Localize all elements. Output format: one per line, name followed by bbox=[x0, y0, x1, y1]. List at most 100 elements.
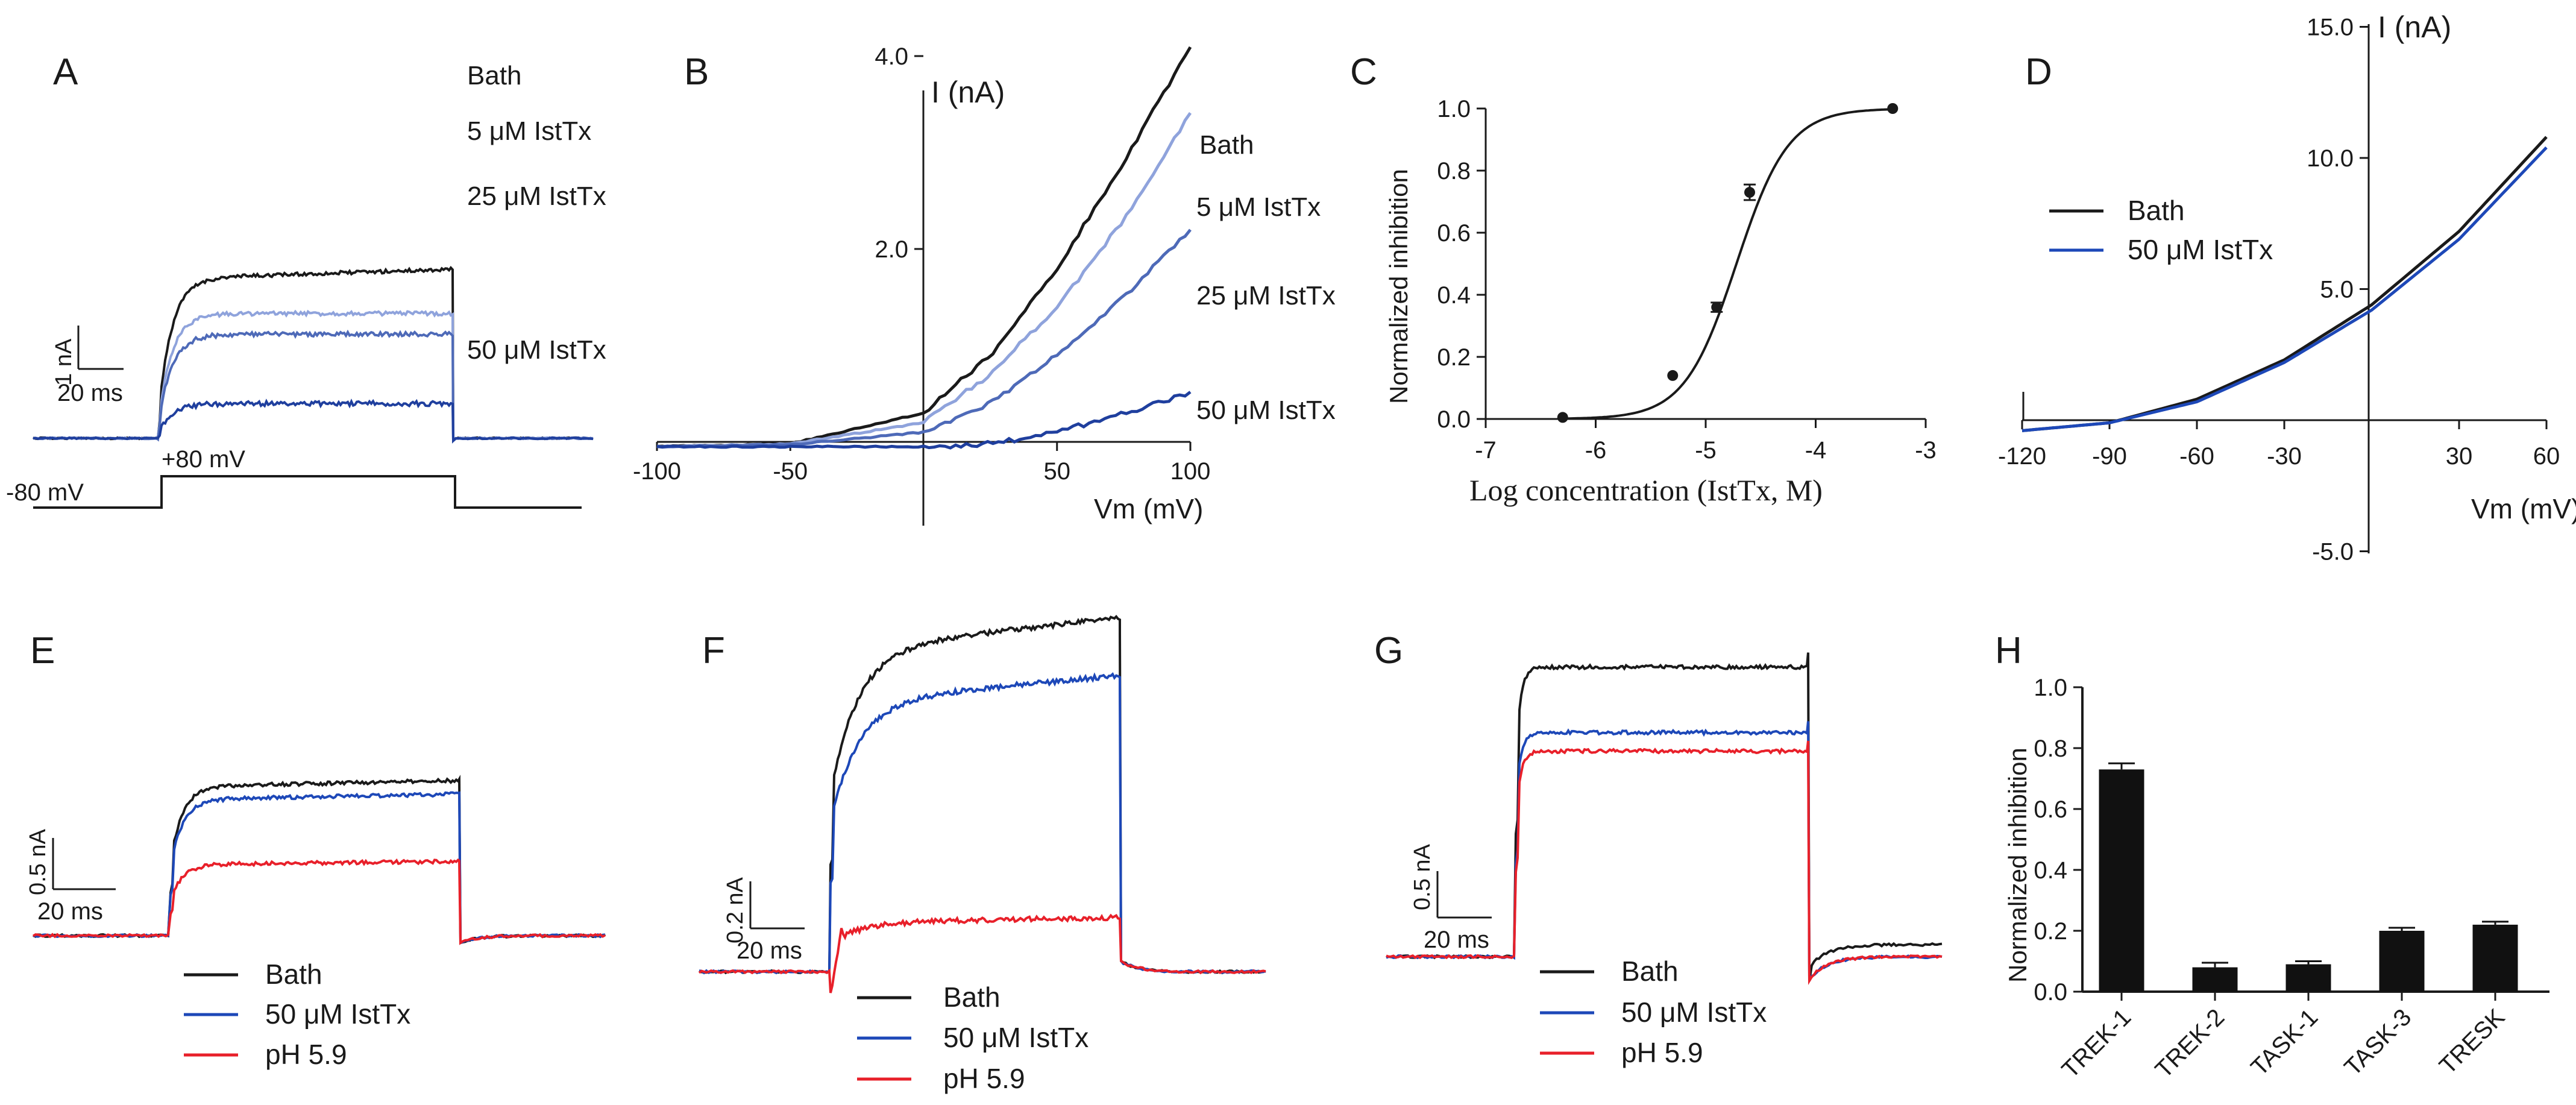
b-ylabel: I (nA) bbox=[931, 75, 1005, 109]
a-scalebar-y-label: 1 nA bbox=[51, 338, 77, 386]
b-ytick-label-0: 2.0 bbox=[875, 236, 908, 263]
h-bar-trek-1 bbox=[2099, 769, 2144, 992]
f-scalebar-x-label: 20 ms bbox=[737, 937, 802, 964]
h-bar-task-1 bbox=[2285, 964, 2331, 992]
e-traces-trace-0 bbox=[33, 775, 606, 945]
g-traces-trace-2 bbox=[1386, 740, 1943, 986]
c-ylabel: Normalized inhibition bbox=[1384, 169, 1413, 404]
a-scalebar-x-label: 20 ms bbox=[57, 380, 123, 406]
panel-b-iv: -100 -50 50 100 2.0 4.0 I (nA) Vm (mV) Bath 5… bbox=[633, 43, 1336, 526]
h-ytick-label-3: 0.6 bbox=[2034, 796, 2067, 823]
c-point-4 bbox=[1887, 103, 1899, 114]
h-ytick-label-1: 0.2 bbox=[2034, 918, 2067, 945]
d-xtick-label-3: -30 bbox=[2267, 443, 2302, 470]
c-ytick-label-1: 0.2 bbox=[1437, 344, 1471, 371]
panel-label-b: B bbox=[684, 51, 709, 93]
a-legend-25um: 25 μM IstTx bbox=[467, 181, 606, 211]
c-xlabel: Log concentration (IstTx, M) bbox=[1469, 473, 1823, 507]
c-point-1 bbox=[1667, 370, 1679, 381]
a-legend-50um: 50 μM IstTx bbox=[467, 335, 606, 365]
e-legend-bath: Bath bbox=[265, 959, 322, 990]
b-xtick-label-1: -50 bbox=[773, 458, 808, 485]
f-legend-ph: pH 5.9 bbox=[943, 1063, 1025, 1094]
b-legend-25um: 25 μM IstTx bbox=[1196, 281, 1336, 310]
panel-a-traces: Bath 5 μM IstTx 25 μM IstTx 50 μM IstTx … bbox=[6, 61, 606, 509]
b-legend-5um: 5 μM IstTx bbox=[1196, 192, 1321, 222]
d-xtick-label-4: 30 bbox=[2446, 443, 2473, 470]
a-trace-3 bbox=[33, 398, 594, 444]
panel-label-c: C bbox=[1350, 51, 1377, 93]
d-xtick-label-2: -60 bbox=[2179, 443, 2214, 470]
g-legend-ph: pH 5.9 bbox=[1621, 1037, 1703, 1068]
c-xtick-label-4: -3 bbox=[1915, 437, 1937, 464]
h-xtick-label-2: TASK-1 bbox=[2246, 1004, 2323, 1081]
c-fit-curve bbox=[1562, 108, 1893, 420]
b-legend-bath: Bath bbox=[1199, 130, 1254, 160]
d-xtick-label-0: -120 bbox=[1998, 443, 2046, 470]
g-legend-bath: Bath bbox=[1621, 955, 1679, 987]
panel-label-h: H bbox=[1995, 630, 2022, 672]
panel-g-traces: 0.5 nA 20 ms Bath 50 μM IstTx pH 5.9 bbox=[1386, 652, 1943, 1068]
d-legend-isttx: 50 μM IstTx bbox=[2128, 234, 2273, 265]
d-xtick-label-1: -90 bbox=[2092, 443, 2127, 470]
panel-d-iv-ramp: -120 -90 -60 -30 30 60-5.05.010.015.0 I (nA) … bbox=[1998, 10, 2576, 565]
d-ylabel: I (nA) bbox=[2378, 10, 2451, 44]
c-ytick-label-0: 0.0 bbox=[1437, 406, 1471, 433]
c-xtick-label-2: -5 bbox=[1695, 437, 1717, 464]
f-traces-trace-2 bbox=[698, 913, 1266, 993]
e-scalebar-y-label: 0.5 nA bbox=[25, 828, 51, 895]
b-legend-50um: 50 μM IstTx bbox=[1196, 395, 1336, 425]
h-xtick-label-0: TREK-1 bbox=[2057, 1004, 2137, 1083]
b-xlabel: Vm (mV) bbox=[1094, 493, 1203, 524]
d-xlabel: Vm (mV) bbox=[2471, 493, 2576, 524]
h-bar-trek-2 bbox=[2192, 967, 2238, 992]
g-scalebar-x-label: 20 ms bbox=[1424, 927, 1489, 953]
f-traces-trace-0 bbox=[699, 614, 1266, 975]
d-ytick-label-0: -5.0 bbox=[2312, 539, 2354, 565]
h-xtick-label-1: TREK-2 bbox=[2150, 1004, 2230, 1083]
h-bar-tresk bbox=[2472, 924, 2518, 992]
d-ytick-label-2: 10.0 bbox=[2307, 145, 2354, 172]
d-ytick-label-1: 5.0 bbox=[2320, 277, 2354, 303]
g-scalebar-y-label: 0.5 nA bbox=[1410, 843, 1435, 910]
a-legend-bath: Bath bbox=[467, 61, 522, 90]
panel-label-a: A bbox=[53, 51, 78, 93]
e-scalebar-x-label: 20 ms bbox=[37, 898, 103, 925]
d-ytick-label-3: 15.0 bbox=[2307, 14, 2354, 41]
e-legend-ph: pH 5.9 bbox=[265, 1039, 347, 1070]
c-ytick-label-5: 1.0 bbox=[1437, 96, 1471, 122]
panel-f-traces: 0.2 nA 20 ms Bath 50 μM IstTx pH 5.9 bbox=[698, 614, 1266, 1094]
a-legend-5um: 5 μM IstTx bbox=[467, 116, 591, 146]
h-bar-task-3 bbox=[2379, 931, 2425, 992]
h-ylabel: Normalized inhibition bbox=[2003, 748, 2032, 983]
e-traces-trace-2 bbox=[32, 858, 606, 945]
c-point-3 bbox=[1744, 187, 1755, 198]
b-xtick-label-0: -100 bbox=[633, 458, 681, 485]
d-legend-bath: Bath bbox=[2128, 195, 2185, 226]
a-protocol-holding: -80 mV bbox=[6, 479, 84, 506]
b-series-3 bbox=[656, 391, 1192, 450]
b-xtick-label-2: 50 bbox=[1044, 458, 1071, 485]
c-point-2 bbox=[1711, 301, 1723, 313]
h-ytick-label-0: 0.0 bbox=[2034, 979, 2067, 1006]
d-series-0 bbox=[2022, 136, 2548, 432]
a-protocol-step: +80 mV bbox=[162, 446, 245, 473]
b-xtick-label-3: 100 bbox=[1170, 458, 1211, 485]
e-traces-trace-1 bbox=[33, 791, 606, 945]
c-xtick-label-1: -6 bbox=[1585, 437, 1607, 464]
panel-c-dose-response: -7 -6 -5 -4 -3 0.0 0.2 0.4 0.6 0.8 1.0 Normalized … bbox=[1384, 96, 1937, 507]
h-ytick-label-5: 1.0 bbox=[2034, 675, 2067, 701]
f-legend-bath: Bath bbox=[943, 981, 1001, 1013]
c-ytick-label-4: 0.8 bbox=[1437, 158, 1471, 184]
c-ytick-label-3: 0.6 bbox=[1437, 220, 1471, 247]
c-point-0 bbox=[1557, 412, 1568, 423]
panel-label-e: E bbox=[30, 630, 55, 672]
d-xtick-label-5: 60 bbox=[2533, 443, 2560, 470]
a-protocol-line bbox=[33, 475, 582, 509]
f-scalebar-y-label: 0.2 nA bbox=[723, 877, 748, 943]
e-legend-isttx: 50 μM IstTx bbox=[265, 998, 410, 1030]
g-legend-isttx: 50 μM IstTx bbox=[1621, 996, 1767, 1028]
panel-label-g: G bbox=[1374, 630, 1403, 672]
d-series-1 bbox=[2022, 146, 2548, 432]
